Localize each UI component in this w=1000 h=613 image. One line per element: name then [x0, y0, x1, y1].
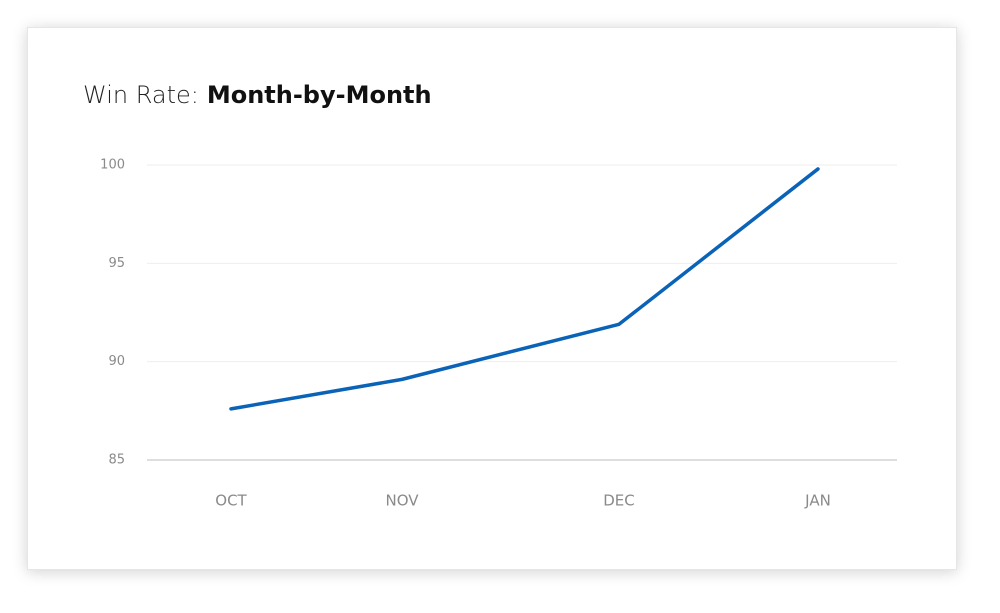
y-tick-label: 100 [100, 158, 125, 173]
x-tick-label: DEC [603, 492, 635, 510]
chart-subtitle: Month-by-Month [207, 81, 432, 109]
line-series [229, 167, 820, 411]
card [27, 27, 957, 570]
x-tick-label: NOV [385, 492, 419, 510]
y-tick-label: 95 [108, 256, 125, 271]
y-tick-label: 90 [108, 354, 125, 369]
chart-title-group: Win Rate: Month-by-Month [83, 81, 432, 109]
x-tick-label: JAN [804, 492, 831, 510]
chart-title: Win Rate: [83, 81, 199, 109]
y-tick-label: 85 [108, 453, 125, 468]
x-tick-label: OCT [215, 492, 247, 510]
